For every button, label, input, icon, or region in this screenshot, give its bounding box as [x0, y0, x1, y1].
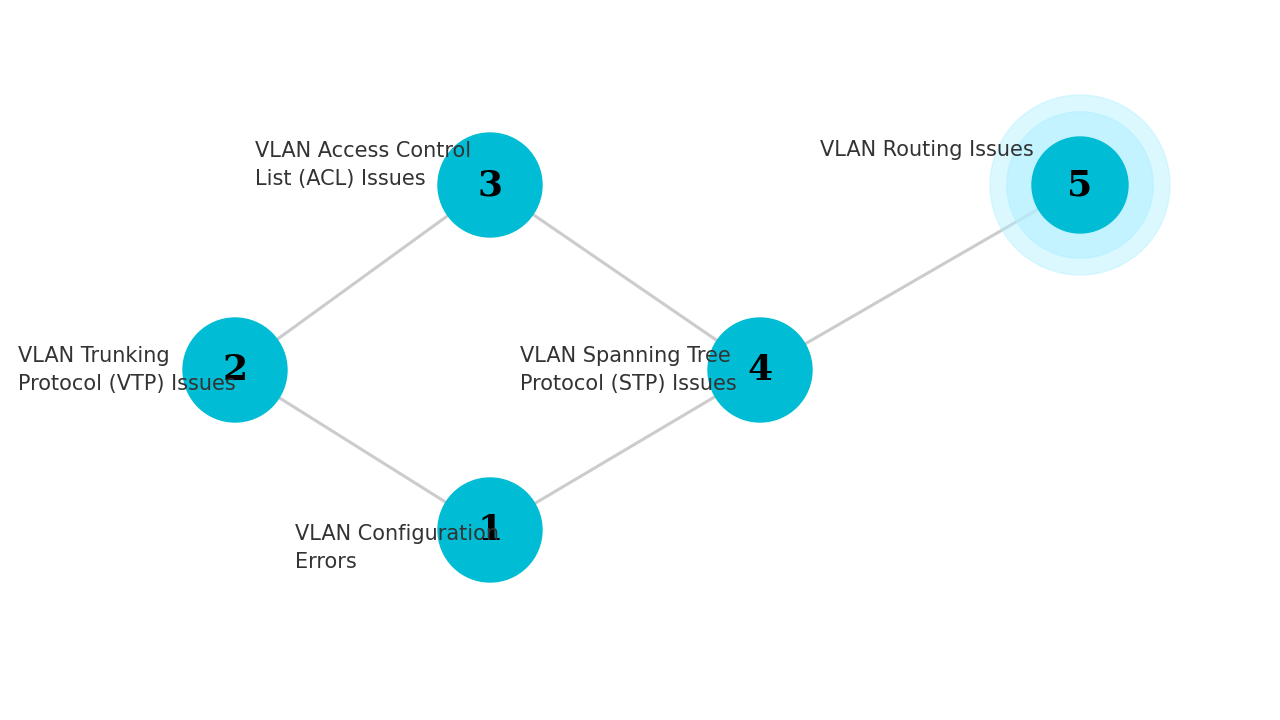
Ellipse shape [438, 133, 541, 237]
Text: VLAN Trunking
Protocol (VTP) Issues: VLAN Trunking Protocol (VTP) Issues [18, 346, 236, 394]
Text: VLAN Access Control
List (ACL) Issues: VLAN Access Control List (ACL) Issues [255, 141, 471, 189]
Ellipse shape [1007, 112, 1153, 258]
Text: 1: 1 [477, 513, 503, 547]
Ellipse shape [438, 478, 541, 582]
Ellipse shape [708, 318, 812, 422]
Text: 5: 5 [1068, 168, 1093, 202]
Ellipse shape [1032, 137, 1128, 233]
Ellipse shape [183, 318, 287, 422]
Text: 2: 2 [223, 353, 247, 387]
Text: VLAN Routing Issues: VLAN Routing Issues [820, 140, 1034, 160]
Text: VLAN Configuration
Errors: VLAN Configuration Errors [294, 524, 499, 572]
Text: 3: 3 [477, 168, 503, 202]
Text: 4: 4 [748, 353, 773, 387]
Text: VLAN Spanning Tree
Protocol (STP) Issues: VLAN Spanning Tree Protocol (STP) Issues [520, 346, 737, 394]
Ellipse shape [989, 95, 1170, 275]
